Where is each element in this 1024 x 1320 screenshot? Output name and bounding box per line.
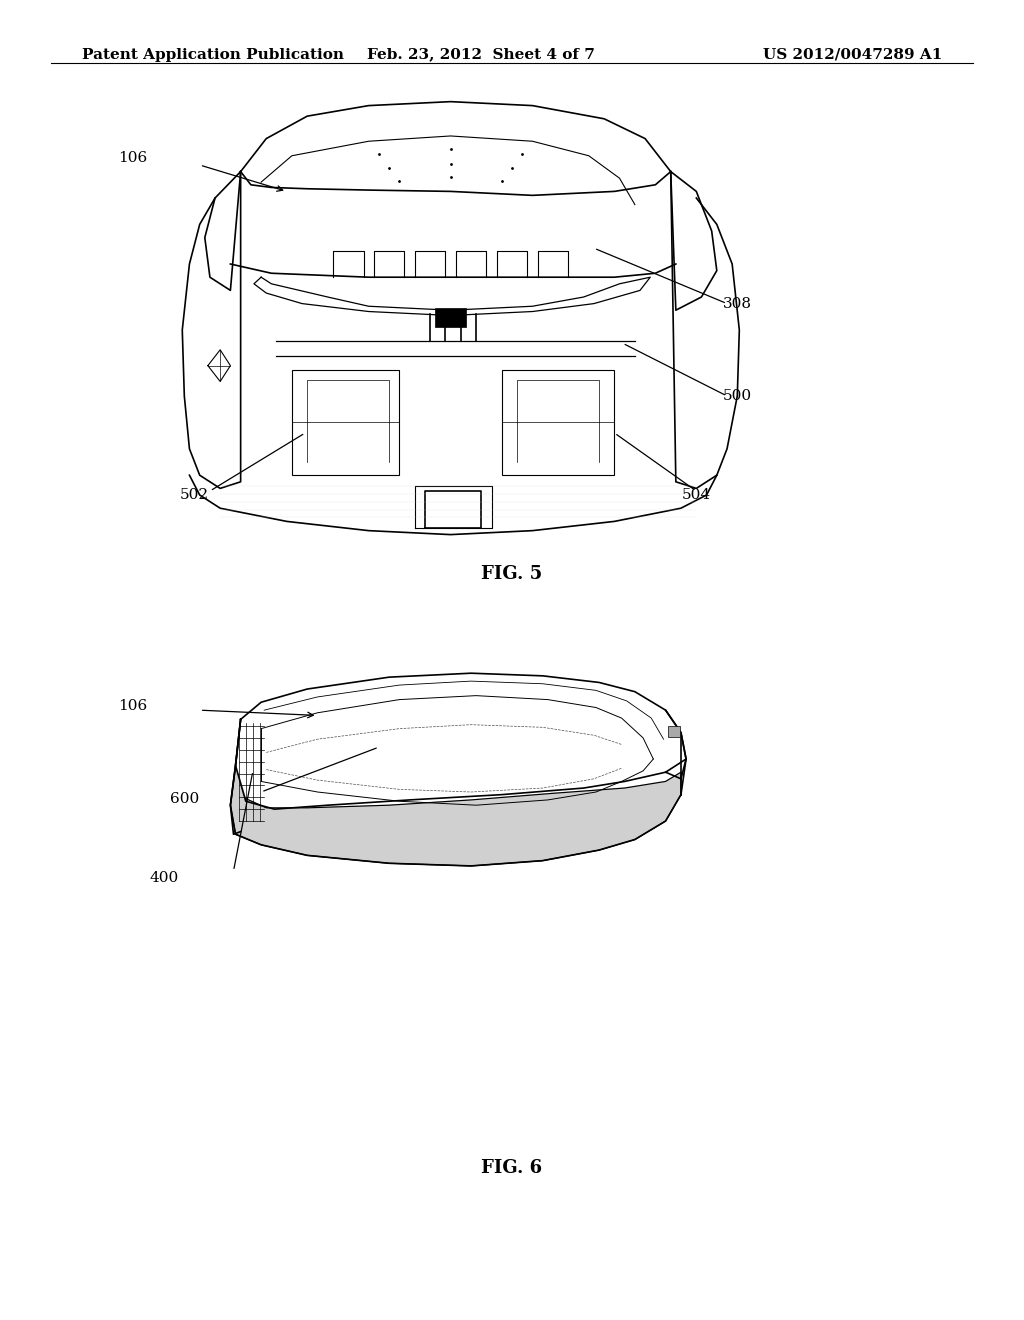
Text: FIG. 6: FIG. 6 bbox=[481, 1159, 543, 1177]
Text: Feb. 23, 2012  Sheet 4 of 7: Feb. 23, 2012 Sheet 4 of 7 bbox=[368, 48, 595, 62]
Polygon shape bbox=[230, 766, 681, 866]
Text: 500: 500 bbox=[723, 389, 752, 403]
Text: US 2012/0047289 A1: US 2012/0047289 A1 bbox=[763, 48, 942, 62]
Bar bbox=[435, 308, 466, 327]
Text: 106: 106 bbox=[119, 700, 147, 713]
Text: 308: 308 bbox=[723, 297, 752, 310]
Text: 106: 106 bbox=[119, 152, 147, 165]
Text: Patent Application Publication: Patent Application Publication bbox=[82, 48, 344, 62]
Text: 502: 502 bbox=[180, 488, 209, 502]
Text: 400: 400 bbox=[150, 871, 178, 884]
Bar bbox=[668, 726, 680, 737]
Text: 504: 504 bbox=[682, 488, 711, 502]
Polygon shape bbox=[236, 673, 686, 809]
Text: 600: 600 bbox=[170, 792, 199, 805]
Text: FIG. 5: FIG. 5 bbox=[481, 565, 543, 583]
